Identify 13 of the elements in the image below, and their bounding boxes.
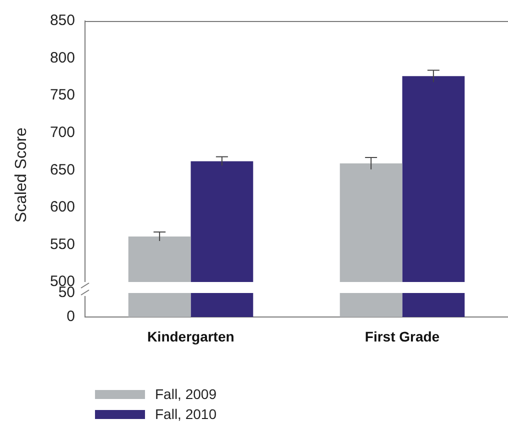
y-tick-label: 800 bbox=[50, 49, 75, 66]
y-tick-label: 700 bbox=[50, 124, 75, 141]
x-tick-label: Kindergarten bbox=[147, 328, 234, 344]
legend-label: Fall, 2009 bbox=[155, 386, 216, 402]
y-tick-label: 550 bbox=[50, 236, 75, 253]
y-tick-label: 600 bbox=[50, 198, 75, 216]
legend-label: Fall, 2010 bbox=[155, 406, 216, 422]
y-tick-label: 850 bbox=[50, 12, 75, 30]
y-axis-title: Scaled Score bbox=[13, 127, 31, 223]
y-tick-label: 0 bbox=[66, 308, 75, 326]
y-tick-label: 750 bbox=[50, 86, 75, 104]
y-tick-label: 650 bbox=[50, 161, 75, 178]
x-tick-label: First Grade bbox=[364, 328, 440, 344]
